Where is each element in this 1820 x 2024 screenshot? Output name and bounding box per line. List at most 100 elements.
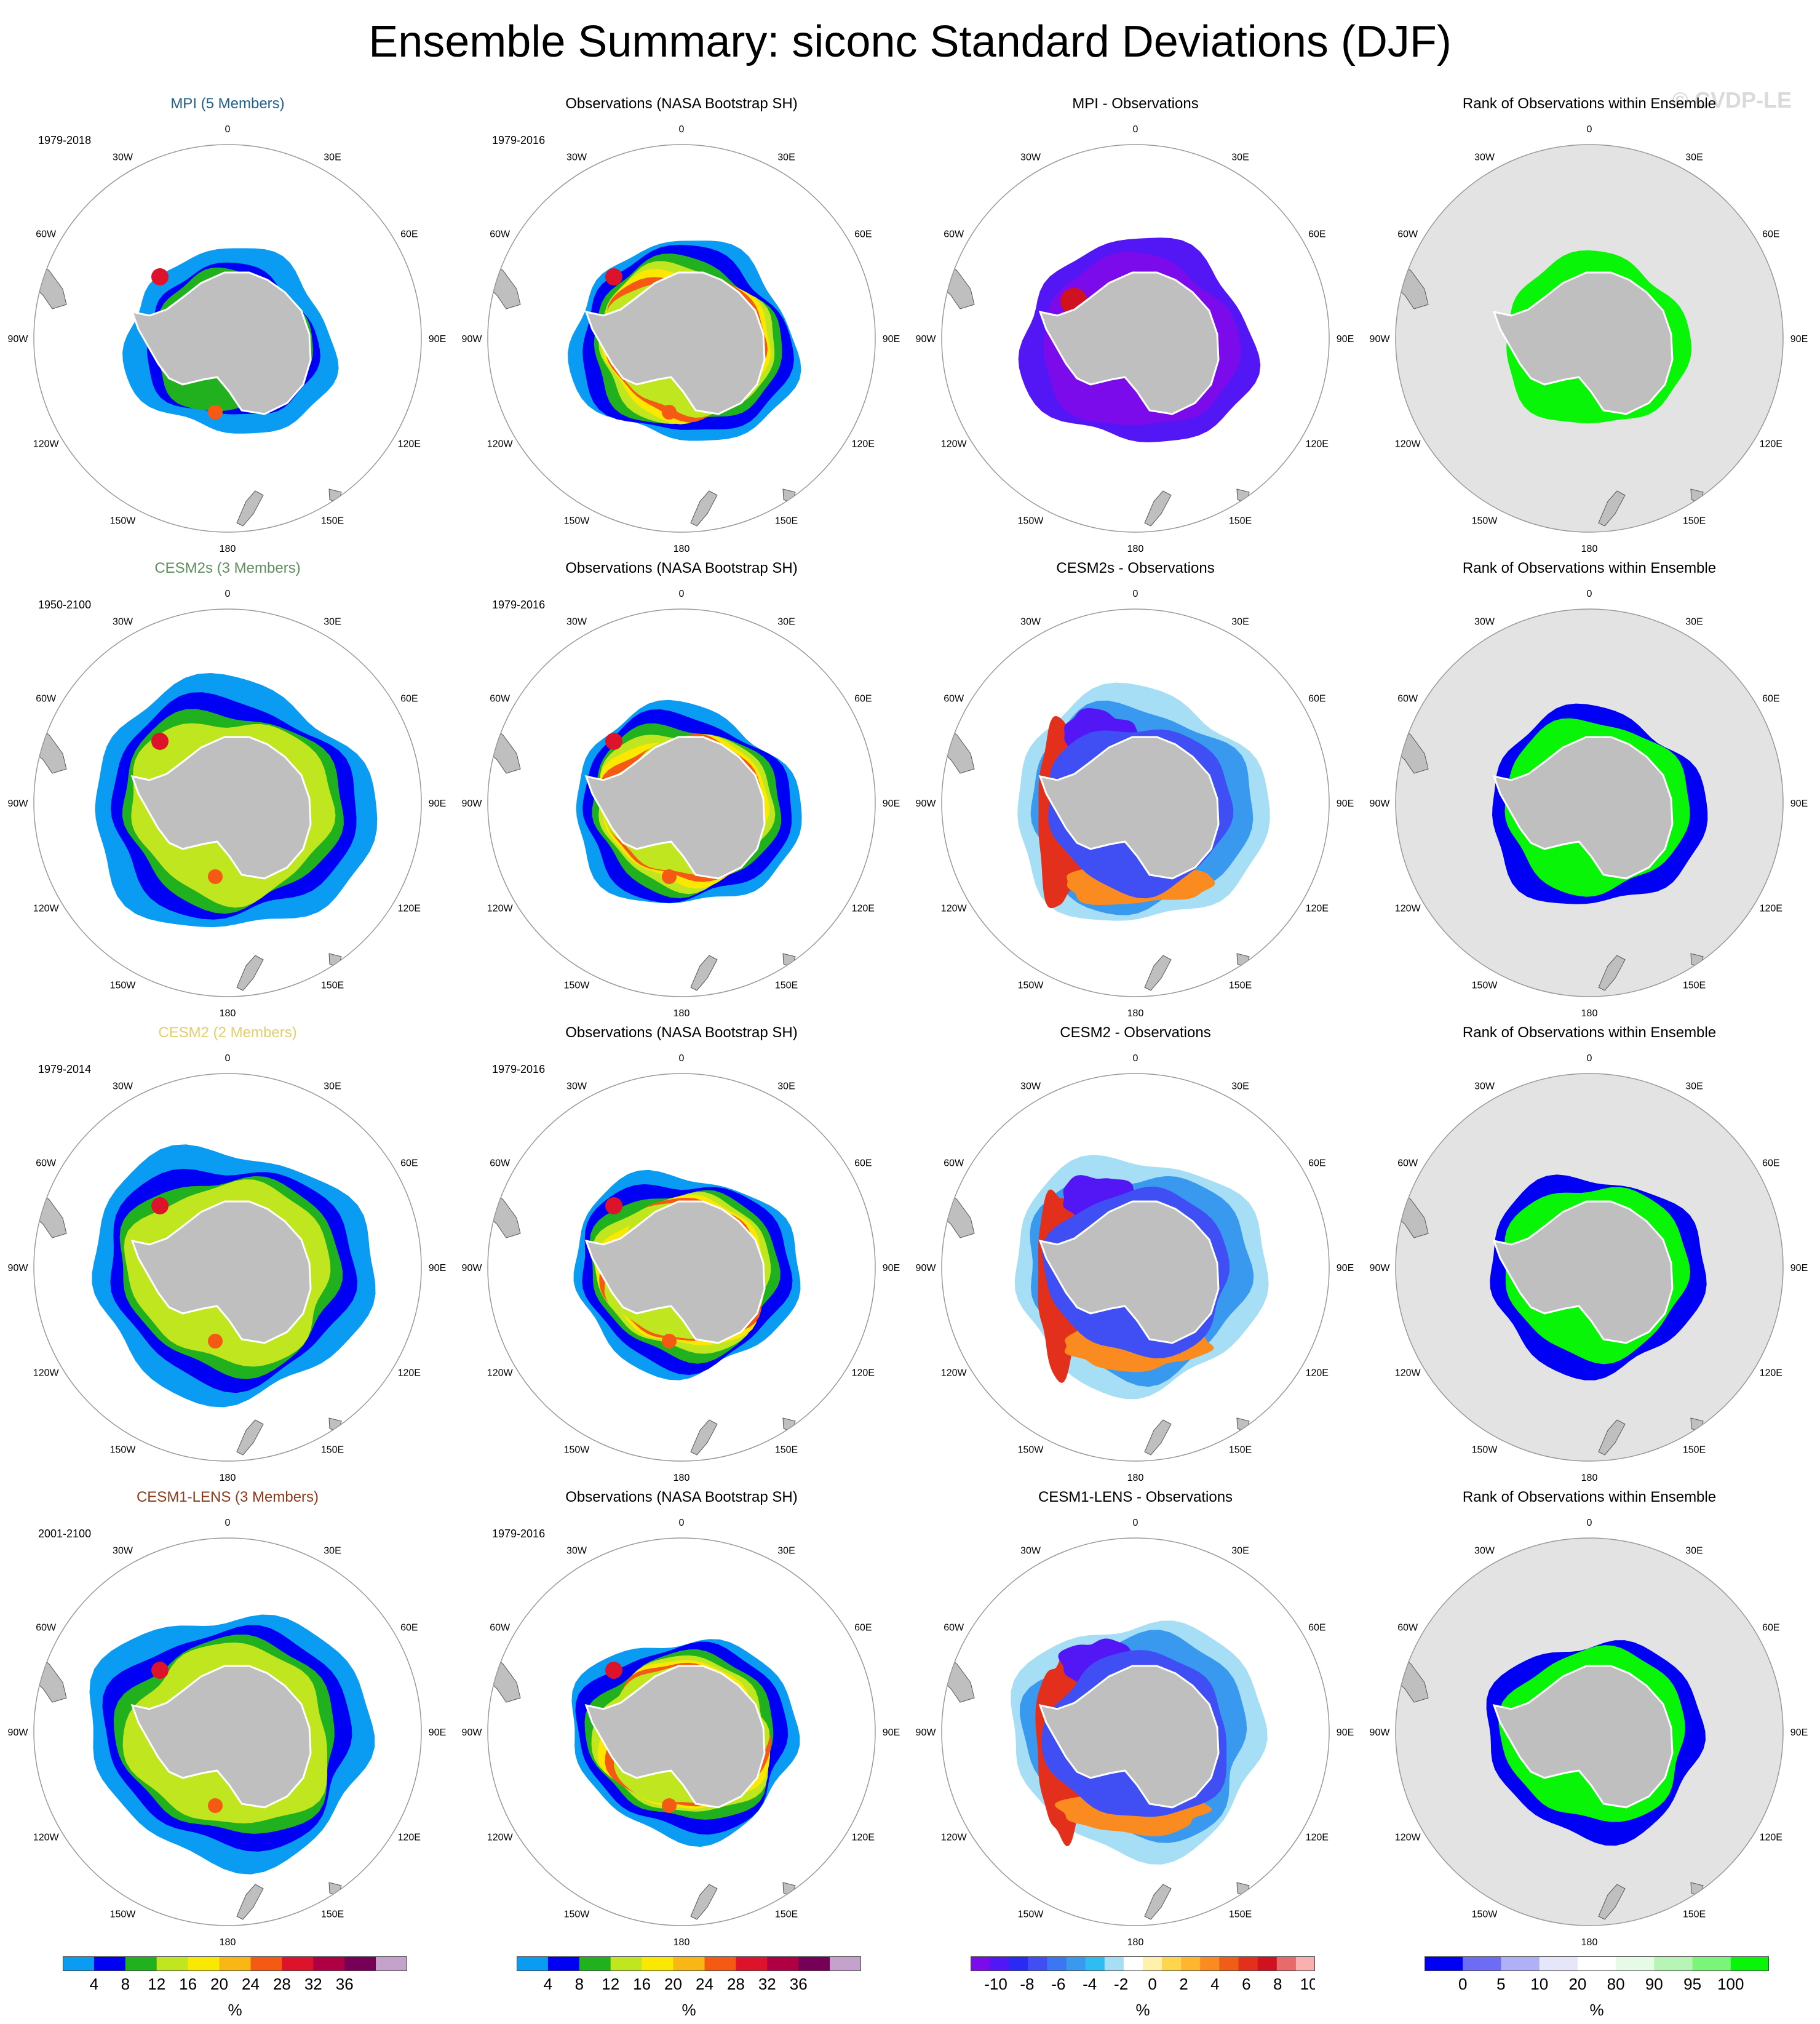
polar-stereographic-map: 0 30E 60E 90E 120E 150E 180 150W 120W 90W 60W 30W xyxy=(1370,589,1808,1019)
polar-stereographic-map: 0 30E 60E 90E 120E 150E 180 150W 120W 90W 60W 30W xyxy=(8,1053,447,1483)
period-label: 1979-2016 xyxy=(492,134,546,146)
contour-fill xyxy=(151,1662,169,1679)
watermark: © CVDP-LE xyxy=(1672,87,1792,113)
map-panel-rank: 0 30E 60E 90E 120E 150E 180 150W 120W 90W 60W 30W Ra… xyxy=(1362,1486,1817,1950)
map-panel-model: 0 30E 60E 90E 120E 150E 180 150W 120W 90W 60W 30W CE… xyxy=(0,1486,455,1950)
antarctica-landmass xyxy=(130,1665,312,1809)
new-zealand-landmass xyxy=(690,1884,718,1920)
longitude-label: 30W xyxy=(113,1082,133,1092)
longitude-label: 150E xyxy=(1229,980,1252,990)
new-zealand-landmass xyxy=(1144,490,1172,527)
longitude-label: 150W xyxy=(564,1909,590,1919)
longitude-label: 30E xyxy=(777,1082,795,1092)
longitude-label: 90E xyxy=(429,1727,446,1738)
longitude-label: 150W xyxy=(110,516,137,526)
longitude-label: 120E xyxy=(1760,1833,1782,1843)
longitude-label: 150W xyxy=(1472,980,1498,990)
longitude-label: 150E xyxy=(1229,1909,1252,1919)
longitude-label: 90E xyxy=(1790,334,1808,345)
longitude-label: 150E xyxy=(1229,516,1252,526)
longitude-label: 90E xyxy=(429,1263,446,1273)
longitude-label: 60W xyxy=(944,229,964,240)
model-title: MPI (5 Members) xyxy=(170,95,285,112)
longitude-label: 0 xyxy=(1587,589,1592,599)
longitude-label: 120E xyxy=(1306,904,1329,914)
colorbar-tick-label: 12 xyxy=(148,1975,165,1993)
longitude-label: 90W xyxy=(462,1263,483,1273)
colorbar-swatch xyxy=(1730,1956,1769,1971)
longitude-label: 30E xyxy=(324,1546,341,1556)
contour-fill xyxy=(662,1334,677,1349)
longitude-label: 60W xyxy=(490,229,511,240)
longitude-label: 0 xyxy=(679,124,685,135)
longitude-label: 150W xyxy=(1018,1444,1044,1455)
contour-fill xyxy=(151,1197,169,1214)
new-zealand-landmass xyxy=(1144,955,1172,991)
longitude-label: 90W xyxy=(916,1727,937,1738)
difference-title: MPI - Observations xyxy=(1072,95,1199,112)
longitude-label: 120W xyxy=(33,439,60,450)
longitude-label: 90W xyxy=(916,334,937,345)
longitude-label: 150W xyxy=(1018,980,1044,990)
colorbar-swatch xyxy=(313,1956,345,1971)
longitude-label: 60E xyxy=(854,1623,872,1633)
map-panel-model: 0 30E 60E 90E 120E 150E 180 150W 120W 90W 60W 30W CE… xyxy=(0,557,455,1021)
colorbar-tick-label: 6 xyxy=(1242,1975,1250,1993)
colorbar-swatch xyxy=(1200,1956,1220,1971)
map-boundary xyxy=(1395,144,1784,533)
longitude-label: 150W xyxy=(110,1444,137,1455)
colorbar-swatch xyxy=(250,1956,282,1971)
colorbar-swatch xyxy=(219,1956,251,1971)
antarctica-landmass xyxy=(1492,736,1674,880)
longitude-label: 0 xyxy=(225,1518,231,1528)
longitude-label: 60W xyxy=(490,1158,511,1169)
longitude-label: 120W xyxy=(487,1833,514,1843)
contour-fill xyxy=(662,405,677,420)
longitude-label: 30E xyxy=(777,1546,795,1556)
longitude-label: 120E xyxy=(852,439,875,450)
longitude-label: 150E xyxy=(775,516,798,526)
colorbar-swatch xyxy=(1143,1956,1162,1971)
colorbar-scale: 4 8 12 16 20 24 28 32 36 xyxy=(517,1956,861,1993)
longitude-label: 60E xyxy=(1762,229,1779,240)
longitude-label: 150E xyxy=(775,1909,798,1919)
longitude-label: 60E xyxy=(854,1158,872,1169)
longitude-label: 60W xyxy=(36,1158,57,1169)
colorbar-tick-label: 36 xyxy=(336,1975,354,1993)
new-zealand-landmass xyxy=(690,955,718,991)
colorbar-unit: % xyxy=(1135,2001,1150,2019)
longitude-label: 120W xyxy=(1395,1368,1421,1379)
colorbar-swatch xyxy=(1539,1956,1578,1971)
colorbar-swatch xyxy=(1162,1956,1182,1971)
longitude-label: 60W xyxy=(1397,694,1418,704)
map-boundary xyxy=(1395,608,1784,997)
longitude-label: 120W xyxy=(487,1368,514,1379)
longitude-label: 150W xyxy=(110,980,137,990)
rank-title: Rank of Observations within Ensemble xyxy=(1462,1024,1717,1041)
colorbar-swatch xyxy=(1501,1956,1540,1971)
contour-fill xyxy=(605,1197,622,1214)
longitude-label: 60E xyxy=(400,229,418,240)
longitude-label: 30W xyxy=(1020,1082,1041,1092)
longitude-label: 0 xyxy=(1587,124,1592,135)
longitude-label: 150E xyxy=(321,516,344,526)
map-boundary xyxy=(1395,1073,1784,1462)
polar-stereographic-map: 0 30E 60E 90E 120E 150E 180 150W 120W 90W 60W 30W xyxy=(916,589,1354,1019)
longitude-label: 120W xyxy=(487,904,514,914)
rank-title: Rank of Observations within Ensemble xyxy=(1462,1489,1717,1505)
colorbar-swatch xyxy=(1219,1956,1239,1971)
longitude-label: 30W xyxy=(1020,1546,1041,1556)
colorbar-swatch xyxy=(1295,1956,1315,1971)
longitude-label: 30E xyxy=(324,617,341,628)
new-zealand-landmass xyxy=(1598,490,1626,527)
colorbar-unit: % xyxy=(682,2001,696,2019)
longitude-label: 0 xyxy=(679,1053,685,1064)
antarctica-landmass xyxy=(130,1200,312,1344)
colorbar-swatch xyxy=(673,1956,705,1971)
longitude-label: 30E xyxy=(1231,617,1249,628)
longitude-label: 0 xyxy=(225,589,231,599)
longitude-label: 180 xyxy=(674,1937,690,1948)
polar-stereographic-map: 0 30E 60E 90E 120E 150E 180 150W 120W 90W 60W 30W xyxy=(8,124,447,554)
map-panel-model: 0 30E 60E 90E 120E 150E 180 150W 120W 90W 60W 30W CE… xyxy=(0,1021,455,1486)
longitude-label: 120W xyxy=(1395,904,1421,914)
